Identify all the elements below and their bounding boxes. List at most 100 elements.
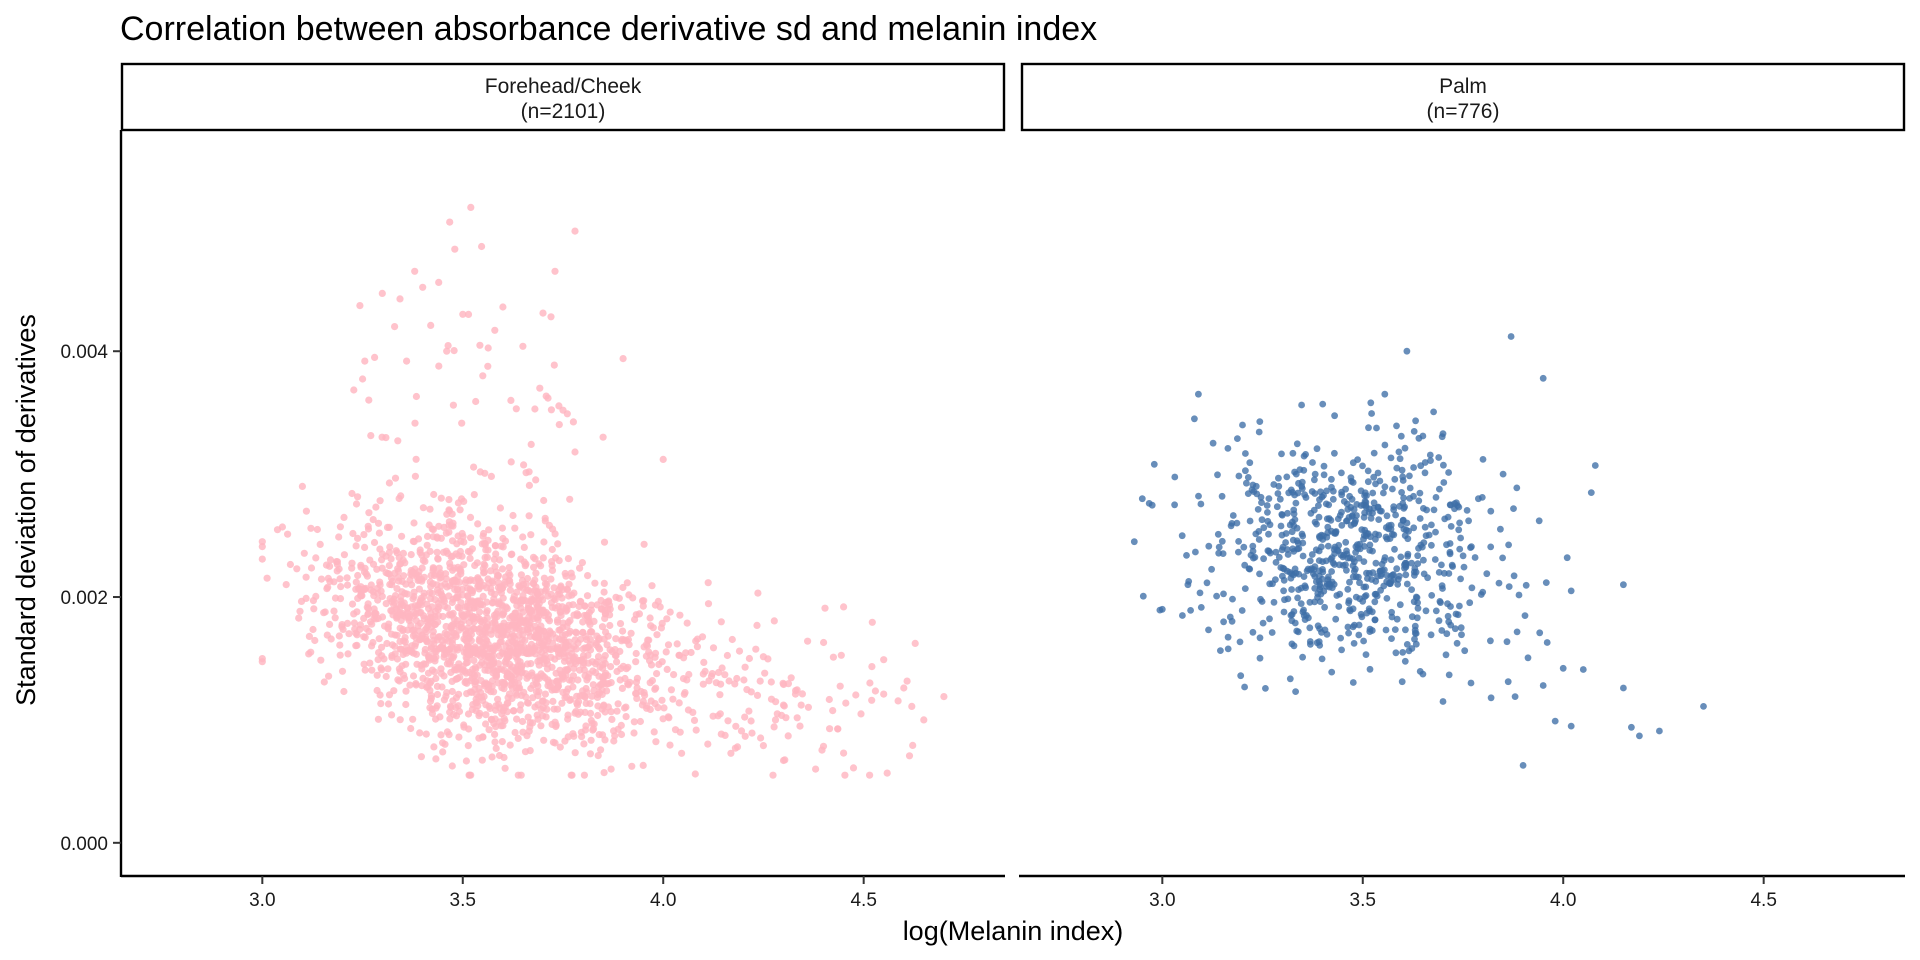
point-forehead-cheek bbox=[582, 699, 590, 708]
point-palm bbox=[1324, 523, 1332, 531]
point-palm bbox=[1436, 598, 1444, 605]
point-forehead-cheek bbox=[551, 267, 559, 275]
point-forehead-cheek bbox=[555, 421, 563, 429]
y-tick-label: 0.000 bbox=[60, 834, 108, 855]
point-forehead-cheek bbox=[348, 489, 356, 498]
point-palm bbox=[1354, 541, 1361, 548]
point-forehead-cheek bbox=[399, 625, 407, 634]
point-forehead-cheek bbox=[470, 491, 478, 499]
point-forehead-cheek bbox=[804, 703, 813, 711]
point-forehead-cheek bbox=[561, 737, 569, 745]
point-forehead-cheek bbox=[445, 507, 453, 515]
point-forehead-cheek bbox=[514, 650, 522, 658]
point-palm bbox=[1406, 484, 1414, 492]
point-palm bbox=[1178, 532, 1186, 540]
point-forehead-cheek bbox=[559, 585, 567, 594]
point-forehead-cheek bbox=[601, 736, 609, 744]
point-palm bbox=[1215, 549, 1223, 557]
point-forehead-cheek bbox=[360, 568, 369, 576]
point-forehead-cheek bbox=[514, 734, 522, 743]
point-palm bbox=[1551, 717, 1559, 725]
point-forehead-cheek bbox=[614, 725, 622, 733]
point-forehead-cheek bbox=[430, 743, 438, 751]
point-forehead-cheek bbox=[543, 705, 551, 713]
point-forehead-cheek bbox=[352, 642, 360, 650]
point-forehead-cheek bbox=[427, 692, 435, 700]
point-forehead-cheek bbox=[513, 691, 521, 699]
point-palm bbox=[1401, 444, 1409, 452]
panel-forehead-cheek: Forehead/Cheek (n=2101) 3.0 3.5 4.0 4.5 0.0… bbox=[60, 62, 1006, 911]
point-forehead-cheek bbox=[418, 564, 426, 572]
point-forehead-cheek bbox=[456, 604, 464, 612]
point-palm bbox=[1280, 576, 1288, 584]
point-palm bbox=[1370, 449, 1378, 457]
point-palm bbox=[1416, 489, 1424, 497]
point-forehead-cheek bbox=[563, 606, 571, 614]
point-forehead-cheek bbox=[487, 472, 495, 480]
point-forehead-cheek bbox=[356, 621, 364, 629]
point-forehead-cheek bbox=[513, 588, 521, 596]
point-palm bbox=[1256, 654, 1264, 662]
point-palm bbox=[1284, 551, 1292, 558]
strip-background-palm bbox=[1020, 62, 1906, 132]
point-forehead-cheek bbox=[561, 569, 569, 578]
point-forehead-cheek bbox=[639, 602, 647, 610]
point-palm bbox=[1292, 499, 1300, 507]
point-forehead-cheek bbox=[849, 764, 858, 772]
point-palm bbox=[1272, 548, 1280, 556]
point-palm bbox=[1343, 550, 1351, 558]
x-tick-label: 3.0 bbox=[1149, 890, 1175, 911]
point-palm bbox=[1298, 478, 1306, 486]
point-forehead-cheek bbox=[607, 663, 615, 671]
point-forehead-cheek bbox=[396, 295, 404, 303]
point-forehead-cheek bbox=[374, 614, 382, 623]
point-palm bbox=[1440, 461, 1447, 469]
point-palm bbox=[1406, 472, 1413, 480]
point-palm bbox=[1504, 678, 1512, 686]
point-forehead-cheek bbox=[646, 705, 654, 714]
point-forehead-cheek bbox=[868, 696, 876, 704]
point-forehead-cheek bbox=[836, 682, 844, 690]
point-forehead-cheek bbox=[447, 703, 455, 712]
point-forehead-cheek bbox=[548, 603, 556, 611]
point-palm bbox=[1349, 605, 1357, 613]
point-forehead-cheek bbox=[767, 695, 776, 703]
point-palm bbox=[1427, 631, 1435, 639]
point-palm bbox=[1281, 596, 1288, 604]
point-forehead-cheek bbox=[385, 523, 393, 532]
point-forehead-cheek bbox=[426, 505, 434, 513]
point-forehead-cheek bbox=[625, 591, 633, 599]
point-forehead-cheek bbox=[535, 625, 543, 634]
point-palm bbox=[1539, 374, 1547, 382]
point-forehead-cheek bbox=[412, 680, 420, 688]
point-palm bbox=[1382, 626, 1390, 634]
point-palm bbox=[1342, 485, 1349, 493]
point-forehead-cheek bbox=[600, 579, 608, 588]
point-forehead-cheek bbox=[488, 677, 496, 685]
chart-title: Correlation between absorbance derivativ… bbox=[120, 10, 1097, 48]
point-forehead-cheek bbox=[571, 227, 579, 235]
point-forehead-cheek bbox=[467, 627, 475, 635]
point-forehead-cheek bbox=[505, 564, 513, 572]
point-forehead-cheek bbox=[442, 547, 450, 555]
point-forehead-cheek bbox=[633, 674, 642, 682]
point-forehead-cheek bbox=[417, 661, 425, 669]
point-forehead-cheek bbox=[556, 743, 564, 751]
point-forehead-cheek bbox=[377, 700, 385, 708]
point-palm bbox=[1392, 511, 1399, 519]
point-palm bbox=[1360, 637, 1367, 645]
point-forehead-cheek bbox=[491, 715, 499, 723]
point-forehead-cheek bbox=[461, 636, 470, 644]
point-forehead-cheek bbox=[611, 646, 619, 654]
point-palm bbox=[1233, 519, 1241, 527]
point-palm bbox=[1369, 547, 1376, 555]
point-palm bbox=[1358, 526, 1366, 533]
points-palm bbox=[1130, 333, 1707, 769]
point-palm bbox=[1412, 417, 1419, 425]
point-forehead-cheek bbox=[416, 549, 424, 557]
point-forehead-cheek bbox=[578, 656, 586, 664]
point-forehead-cheek bbox=[491, 326, 499, 334]
point-palm bbox=[1510, 505, 1517, 512]
point-palm bbox=[1237, 672, 1245, 680]
point-palm bbox=[1365, 509, 1373, 516]
